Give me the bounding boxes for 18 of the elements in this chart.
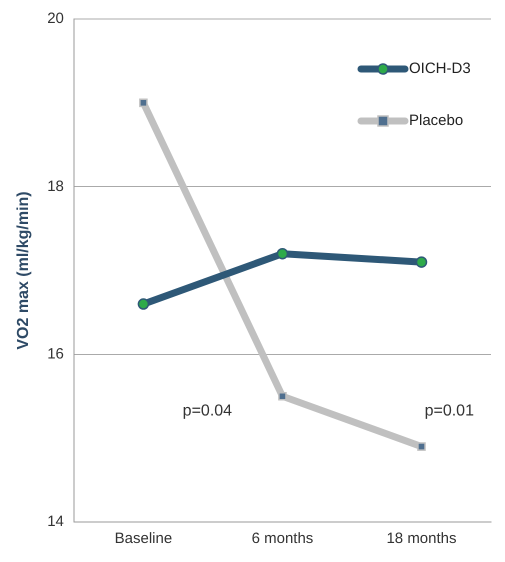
y-axis-title: VO2 max (ml/kg/min)	[15, 191, 32, 350]
y-tick-label: 18	[47, 178, 64, 195]
annotation: p=0.04	[182, 402, 232, 420]
annotation: p=0.01	[424, 402, 474, 420]
x-tick-label: Baseline	[114, 530, 172, 548]
legend-label: Placebo	[409, 112, 464, 130]
legend-label: OICH-D3	[409, 60, 471, 78]
point	[278, 392, 287, 401]
x-tick-label: 18 months	[386, 530, 457, 548]
x-tick-label: 6 months	[252, 530, 314, 548]
y-tick-label: 14	[47, 513, 64, 530]
point	[138, 298, 150, 310]
y-tick-label: 16	[47, 345, 64, 362]
y-tick-label: 20	[47, 10, 64, 28]
point	[416, 256, 428, 268]
point	[139, 98, 148, 108]
point	[276, 248, 288, 260]
point	[417, 442, 426, 451]
